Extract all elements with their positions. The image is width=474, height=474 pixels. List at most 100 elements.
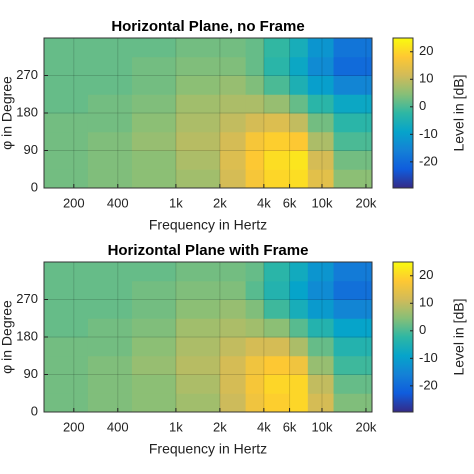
heat-cell [289, 262, 309, 282]
heat-cell [245, 280, 265, 300]
heat-cell [87, 355, 133, 375]
heat-cell [263, 262, 291, 282]
plot-frame [43, 37, 373, 189]
y-tick-label: 180 [16, 328, 38, 343]
heat-cell [87, 393, 133, 413]
heat-cell [307, 355, 335, 375]
plot-frame [43, 261, 373, 413]
chart-title: Horizontal Plane, no Frame [111, 18, 304, 35]
heat-cell [131, 280, 177, 300]
heat-cell [44, 280, 89, 300]
heat-cell [219, 150, 247, 170]
heat-cell [131, 262, 177, 282]
heat-cell [263, 169, 291, 189]
heat-cell [175, 38, 221, 58]
heat-cell [333, 299, 373, 319]
x-tick-label: 1k [169, 195, 183, 210]
heat-cell [333, 131, 373, 151]
heat-cell [289, 355, 309, 375]
heat-cell [307, 131, 335, 151]
heat-cell [333, 355, 373, 375]
heat-cell [44, 393, 89, 413]
heat-cell [131, 113, 177, 133]
heat-cell [175, 56, 221, 76]
heat-cell [87, 262, 133, 282]
heat-cell [333, 75, 373, 95]
heat-cell [219, 337, 247, 357]
colorbar-tick-label: -10 [419, 126, 438, 141]
x-tick-label: 20k [355, 195, 376, 210]
heat-cell [175, 113, 221, 133]
heat-cell [219, 131, 247, 151]
colorbar-label: Level in [dB] [451, 74, 467, 151]
heat-cell [175, 94, 221, 114]
heat-cell [307, 150, 335, 170]
heat-cell [44, 94, 89, 114]
heat-cell [131, 131, 177, 151]
heat-cell [131, 56, 177, 76]
heat-cell [175, 169, 221, 189]
heat-cell [245, 318, 265, 338]
heat-cell [307, 318, 335, 338]
heat-cell [289, 113, 309, 133]
x-tick-label: 2k [213, 195, 227, 210]
heat-cell [263, 318, 291, 338]
heat-cell [333, 38, 373, 58]
colorbar-tick-label: 10 [419, 295, 433, 310]
heat-cell [289, 75, 309, 95]
heat-cell [307, 94, 335, 114]
x-tick-label: 200 [63, 419, 85, 434]
y-tick-label: 270 [16, 67, 38, 82]
colorbar-label: Level in [dB] [451, 298, 467, 375]
heat-cell [131, 169, 177, 189]
heat-cell [333, 113, 373, 133]
heat-cell [175, 299, 221, 319]
y-tick-label: 270 [16, 291, 38, 306]
heat-cell [245, 337, 265, 357]
heat-cell [263, 355, 291, 375]
y-tick-label: 90 [24, 366, 38, 381]
y-tick-label: 90 [24, 142, 38, 157]
colorbar-tick-label: 10 [419, 71, 433, 86]
heat-cell [263, 75, 291, 95]
heat-cell [263, 38, 291, 58]
heat-cell [219, 355, 247, 375]
chart-title: Horizontal Plane with Frame [108, 242, 309, 259]
heat-cell [131, 318, 177, 338]
x-tick-label: 10k [311, 419, 332, 434]
heat-cell [289, 150, 309, 170]
heat-cell [87, 280, 133, 300]
heat-cell [87, 131, 133, 151]
heat-cell [44, 56, 89, 76]
heat-cell [307, 262, 335, 282]
heat-cell [219, 299, 247, 319]
heat-cell [333, 280, 373, 300]
heat-cell [289, 38, 309, 58]
heat-cell [263, 393, 291, 413]
x-tick-label: 4k [257, 419, 271, 434]
heat-cell [333, 94, 373, 114]
heat-cell [263, 280, 291, 300]
colorbar [392, 37, 414, 189]
heat-cell [87, 56, 133, 76]
heat-cell [245, 299, 265, 319]
heat-cell [289, 318, 309, 338]
heat-cell [245, 38, 265, 58]
heat-cell [175, 75, 221, 95]
heat-cell [263, 113, 291, 133]
heat-cell [333, 337, 373, 357]
heat-cell [87, 75, 133, 95]
heat-cell [263, 56, 291, 76]
x-tick-label: 200 [63, 195, 85, 210]
heat-cell [175, 374, 221, 394]
heat-cell [307, 56, 335, 76]
heat-cell [87, 299, 133, 319]
heat-cell [289, 56, 309, 76]
heat-cell [245, 355, 265, 375]
heat-cell [44, 150, 89, 170]
heat-cell [44, 262, 89, 282]
heat-cell [131, 150, 177, 170]
heat-cell [307, 280, 335, 300]
heat-cell [307, 169, 335, 189]
